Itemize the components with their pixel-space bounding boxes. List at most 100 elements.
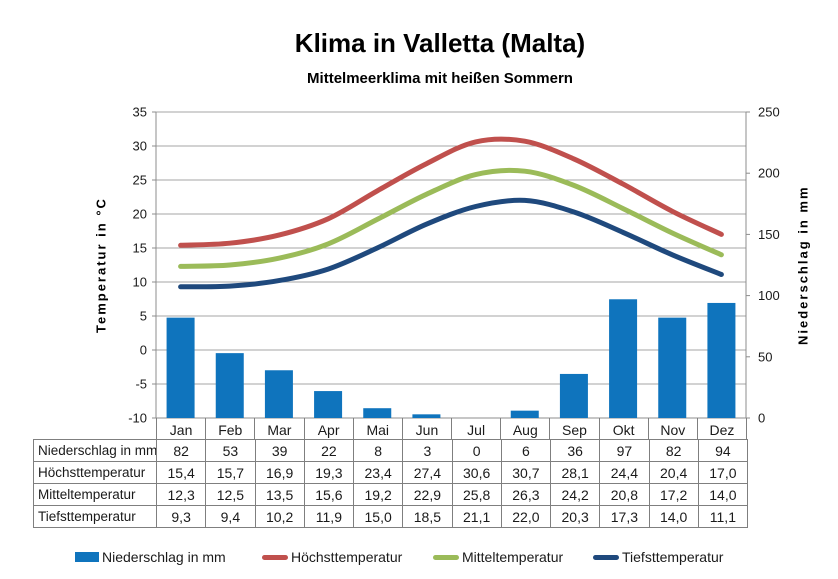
legend-line-swatch-icon	[593, 554, 619, 560]
table-cell: 82	[155, 439, 207, 462]
table-cell: 14,0	[697, 483, 749, 506]
month-cell: Mai	[352, 418, 402, 439]
month-header-row: Jan Feb Mar Apr Mai Jun Jul Aug Sep Okt Nov Dez	[156, 418, 748, 439]
table-cell: 15,4	[155, 461, 207, 484]
table-cell: 39	[254, 439, 305, 462]
month-cell: Nov	[647, 418, 697, 439]
temperature-line-höchsttemperatur	[178, 136, 724, 248]
month-cell: Apr	[303, 418, 353, 439]
right-axis-tick-label: 0	[758, 411, 765, 426]
table-cell: 14,0	[648, 505, 699, 528]
table-cell: 15,0	[352, 505, 404, 528]
left-axis-tick-label: -10	[128, 411, 147, 426]
table-row: Tiefsttemperatur 9,3 9,4 10,2 11,9 15,0 18,5 21…	[33, 505, 749, 528]
legend-item: Mitteltemperatur	[433, 545, 563, 569]
table-cell: 17,2	[648, 483, 699, 506]
table-cell: 3	[402, 439, 453, 462]
month-cell: Okt	[598, 418, 648, 439]
table-cell: 11,1	[697, 505, 749, 528]
chart-legend: Niederschlag in mm Höchsttemperatur Mittel…	[0, 545, 838, 569]
table-cell: 25,8	[451, 483, 502, 506]
right-axis-tick-label: 50	[758, 349, 772, 364]
left-axis-tick-label: -5	[135, 377, 147, 392]
table-cell: 22,0	[500, 505, 552, 528]
table-cell: 13,5	[254, 483, 305, 506]
precip-bar	[510, 410, 539, 418]
table-cell: 27,4	[402, 461, 453, 484]
legend-label: Tiefsttemperatur	[622, 549, 724, 565]
left-axis-tick-label: 5	[140, 309, 147, 324]
table-cell: 16,9	[254, 461, 305, 484]
row-label: Mitteltemperatur	[33, 483, 157, 506]
precip-bar	[215, 353, 244, 418]
table-cell: 10,2	[254, 505, 305, 528]
month-cell: Jul	[451, 418, 500, 439]
left-axis-tick-label: 30	[133, 139, 147, 154]
table-cell: 19,2	[352, 483, 404, 506]
row-label: Tiefsttemperatur	[33, 505, 157, 528]
right-axis-title: Niederschlag in mm	[795, 185, 811, 345]
legend-label: Höchsttemperatur	[291, 549, 403, 565]
legend-label: Mitteltemperatur	[462, 549, 564, 565]
table-cell: 20,4	[648, 461, 699, 484]
left-axis-title: Temperatur in °C	[93, 197, 109, 333]
month-cell: Jun	[401, 418, 451, 439]
axes: -10 -5 0 5 10 15 20 25 30 35 0 50 100 150 200 250	[128, 105, 780, 426]
legend-bar-swatch-icon	[75, 552, 99, 562]
right-axis-tick-label: 150	[758, 227, 780, 242]
chart-subtitle: Mittelmeerklima mit heißen Sommern	[307, 70, 573, 87]
precip-bar	[166, 317, 195, 418]
precip-bar	[658, 317, 687, 418]
table-row: Mitteltemperatur 12,3 12,5 13,5 15,6 19,2 22,9…	[33, 483, 749, 506]
table-cell: 12,5	[205, 483, 256, 506]
table-cell: 18,5	[402, 505, 453, 528]
table-row: Niederschlag in mm 82 53 39 22 8 3 0 6 36 97 82 94	[33, 439, 749, 462]
precip-bar	[264, 370, 293, 418]
table-cell: 17,3	[599, 505, 650, 528]
table-cell: 12,3	[155, 483, 207, 506]
legend-line-swatch-icon	[262, 554, 288, 560]
table-cell: 11,9	[303, 505, 355, 528]
month-cell: Aug	[500, 418, 549, 439]
table-cell: 36	[549, 439, 601, 462]
table-cell: 9,4	[205, 505, 256, 528]
table-cell: 94	[697, 439, 749, 462]
month-cell: Dez	[696, 418, 748, 439]
left-axis-tick-label: 20	[133, 207, 147, 222]
row-label: Niederschlag in mm	[33, 439, 157, 462]
climate-data-table: Niederschlag in mm 82 53 39 22 8 3 0 6 36 97 82 94 Hö…	[33, 439, 749, 528]
precip-bar	[707, 302, 736, 418]
row-label: Höchsttemperatur	[33, 461, 157, 484]
table-cell: 82	[648, 439, 699, 462]
precip-bar	[363, 408, 392, 418]
temperature-line-mitteltemperatur	[178, 167, 724, 269]
month-cell: Sep	[549, 418, 598, 439]
month-cell: Mar	[254, 418, 303, 439]
table-cell: 15,6	[303, 483, 355, 506]
table-cell: 28,1	[549, 461, 601, 484]
table-cell: 8	[352, 439, 404, 462]
table-cell: 19,3	[303, 461, 355, 484]
legend-item: Tiefsttemperatur	[593, 545, 723, 569]
precip-bar	[559, 373, 588, 418]
table-cell: 6	[500, 439, 552, 462]
table-cell: 15,7	[205, 461, 256, 484]
right-axis-tick-label: 200	[758, 166, 780, 181]
table-cell: 22,9	[402, 483, 453, 506]
precip-bar	[609, 299, 638, 418]
legend-line-swatch-icon	[433, 554, 459, 560]
precip-bar	[412, 414, 441, 418]
table-cell: 26,3	[500, 483, 552, 506]
table-cell: 30,7	[500, 461, 552, 484]
table-cell: 0	[451, 439, 502, 462]
table-row: Höchsttemperatur 15,4 15,7 16,9 19,3 23,4 27,4…	[33, 461, 749, 484]
chart-title: Klima in Valletta (Malta)	[294, 28, 586, 58]
legend-label: Niederschlag in mm	[102, 549, 226, 565]
month-cell: Jan	[156, 418, 205, 439]
left-axis-tick-label: 25	[133, 173, 147, 188]
table-cell: 20,8	[599, 483, 650, 506]
table-cell: 22	[303, 439, 355, 462]
precip-bar	[314, 391, 343, 418]
